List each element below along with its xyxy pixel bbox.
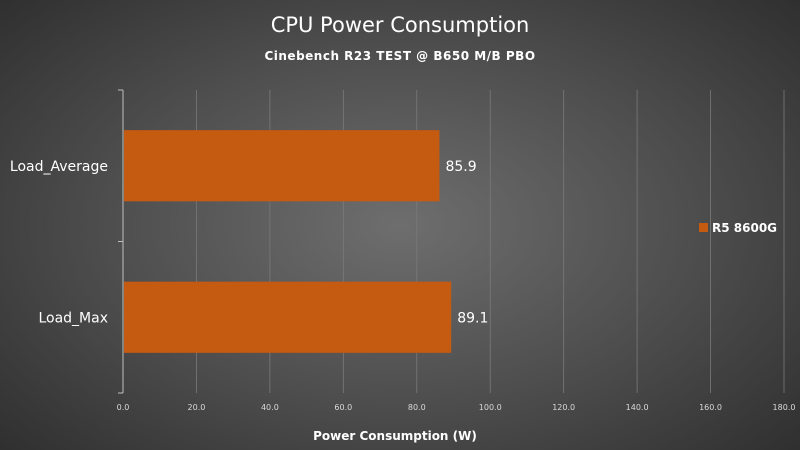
bar [124, 281, 452, 353]
x-tick-label: 100.0 [479, 403, 502, 412]
x-tick-label: 180.0 [773, 403, 796, 412]
legend-label: R5 8600G [712, 221, 777, 235]
category-labels: Load_Average Load_Max [10, 159, 108, 327]
data-label: 89.1 [457, 310, 488, 326]
x-tick-label: 60.0 [334, 403, 352, 412]
data-label: 85.9 [445, 159, 476, 175]
x-tick-label: 160.0 [699, 403, 722, 412]
bars [124, 130, 452, 353]
x-tick-label: 40.0 [261, 403, 279, 412]
legend: R5 8600G [699, 221, 777, 235]
chart-title: CPU Power Consumption [271, 13, 530, 37]
chart-subtitle: Cinebench R23 TEST @ B650 M/B PBO [264, 49, 535, 63]
x-tick-label: 140.0 [626, 403, 649, 412]
data-labels: 85.9 89.1 [445, 159, 488, 327]
x-tick-label: 20.0 [188, 403, 206, 412]
x-tick-labels: 0.0 20.0 40.0 60.0 80.0 100.0 120.0 140.0 160.0 1… [117, 403, 796, 412]
legend-swatch [699, 223, 708, 232]
x-tick-label: 120.0 [552, 403, 575, 412]
bar [124, 130, 440, 202]
y-axis [118, 89, 124, 394]
x-tick-label: 0.0 [117, 403, 130, 412]
category-label: Load_Average [10, 159, 108, 175]
category-label: Load_Max [38, 310, 108, 326]
x-axis-title: Power Consumption (W) [313, 429, 477, 443]
x-tick-label: 80.0 [408, 403, 426, 412]
